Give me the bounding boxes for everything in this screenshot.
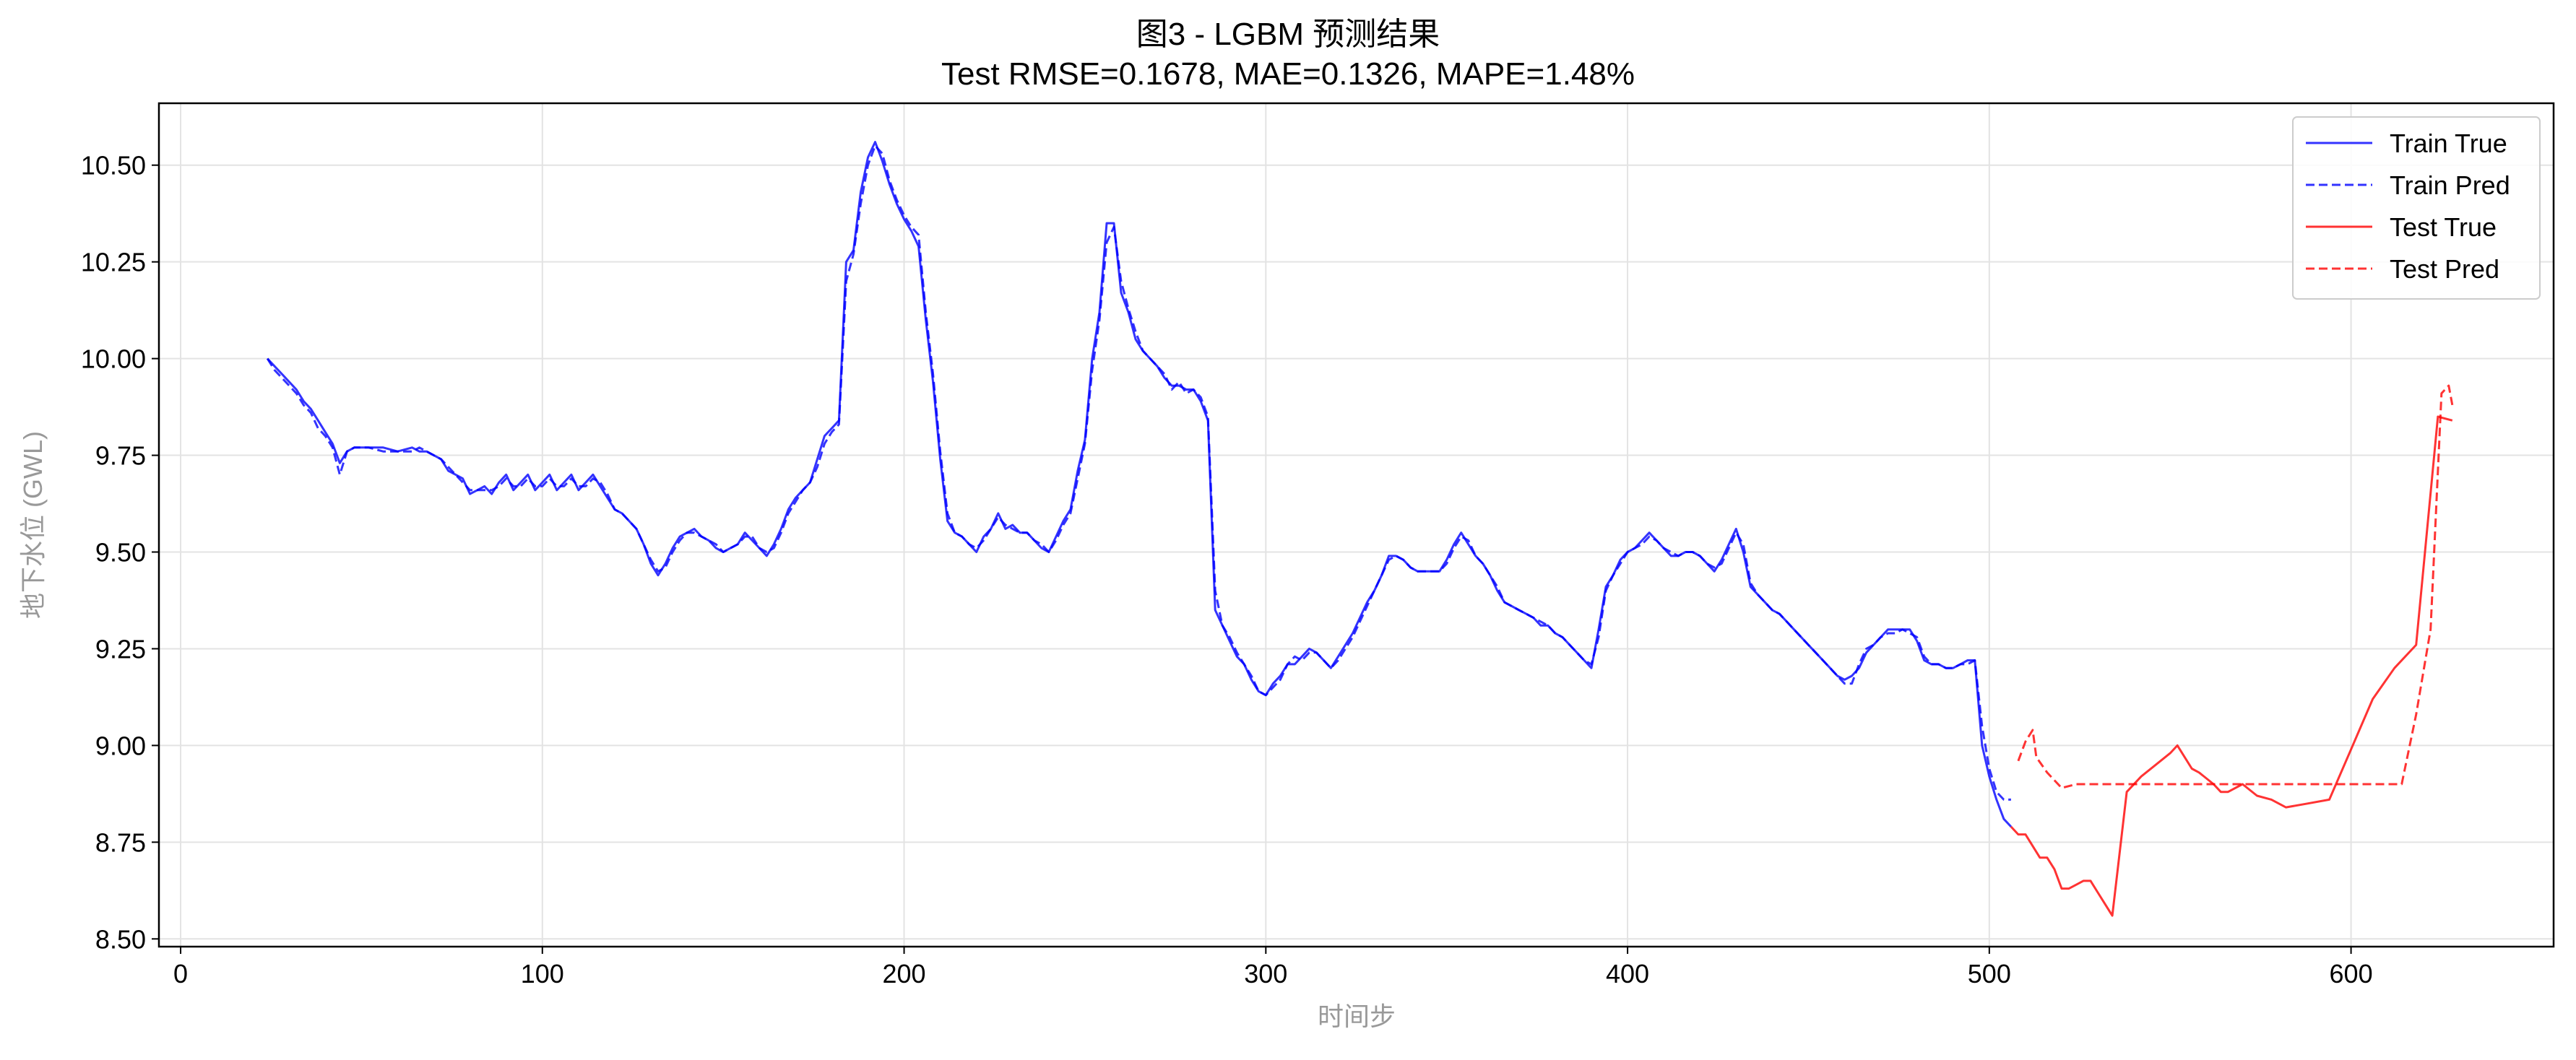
legend-box xyxy=(2292,116,2541,300)
x-tick-label: 0 xyxy=(173,959,188,989)
x-tick-label: 100 xyxy=(521,959,564,989)
y-tick-label: 9.00 xyxy=(95,731,146,760)
x-tick-label: 300 xyxy=(1244,959,1287,989)
legend-label: Train Pred xyxy=(2390,170,2510,200)
x-tick-label: 400 xyxy=(1606,959,1649,989)
chart-subtitle: Test RMSE=0.1678, MAE=0.1326, MAPE=1.48% xyxy=(941,56,1635,92)
y-tick-label: 10.25 xyxy=(81,248,146,277)
y-tick-label: 9.25 xyxy=(95,634,146,664)
y-tick-label: 8.50 xyxy=(95,924,146,954)
legend-label: Test Pred xyxy=(2390,254,2499,284)
series-test-pred xyxy=(2017,384,2454,789)
legend-label: Train True xyxy=(2390,129,2507,158)
y-tick-label: 9.75 xyxy=(95,441,146,471)
x-tick-label: 600 xyxy=(2330,959,2373,989)
x-tick-label: 200 xyxy=(883,959,926,989)
y-tick-label: 8.75 xyxy=(95,827,146,857)
chart-title: 图3 - LGBM 预测结果 xyxy=(1136,17,1440,52)
axis-ticks: 0 100 200 300 400 500 600 8.50 8.75 9.00 9.25 9.50 9… xyxy=(81,151,2373,989)
x-tick-label: 500 xyxy=(1968,959,2011,989)
series-test-true xyxy=(2010,415,2453,917)
legend-label: Test True xyxy=(2390,212,2497,242)
legend: Train True Train Pred Test True Test Pred xyxy=(2292,116,2541,300)
y-tick-label: 10.50 xyxy=(81,151,146,181)
y-tick-label: 9.50 xyxy=(95,538,146,568)
y-axis-label: 地下水位 (GWL) xyxy=(18,431,48,619)
x-axis-label: 时间步 xyxy=(1318,1002,1396,1031)
y-tick-label: 10.00 xyxy=(81,344,146,374)
plot-frame xyxy=(157,102,2555,948)
series-group xyxy=(266,141,2454,917)
series-train-pred xyxy=(266,144,2011,801)
grid xyxy=(159,103,2554,947)
